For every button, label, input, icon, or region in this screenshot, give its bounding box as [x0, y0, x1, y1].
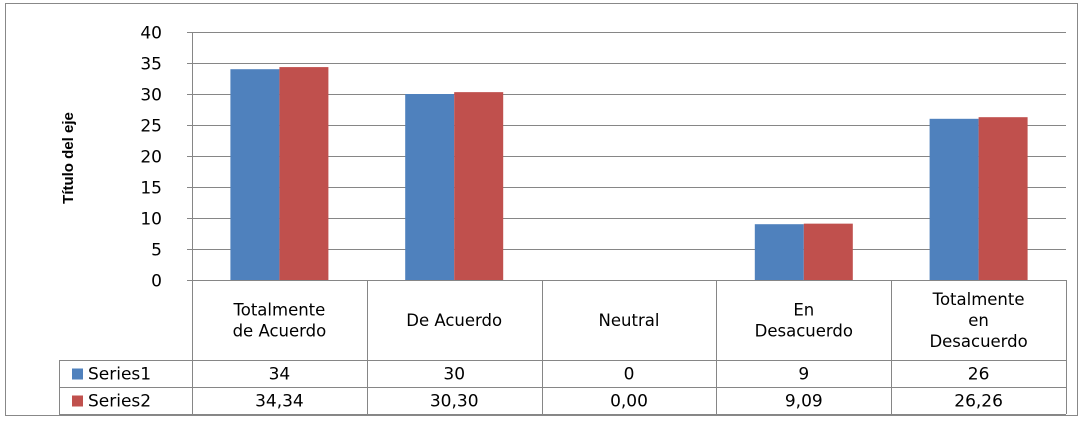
legend-key-series2 [72, 395, 83, 407]
data-table-value: 9,09 [785, 392, 823, 412]
category-label: En Desacuerdo [755, 301, 853, 341]
bar-series2-1 [279, 67, 329, 280]
y-tick-label: 30 [140, 86, 162, 106]
chart-frame [5, 3, 1078, 416]
bar-series2-5 [978, 117, 1028, 280]
y-tick-label: 5 [151, 241, 162, 261]
bar-series2-2 [454, 92, 504, 280]
category-label-line: Desacuerdo [929, 332, 1027, 351]
category-label-line: en [968, 311, 989, 330]
category-label-line: de Acuerdo [233, 322, 327, 341]
y-tick-label: 40 [140, 24, 162, 44]
category-label-line: Desacuerdo [755, 322, 853, 341]
y-tick-label: 10 [140, 210, 162, 230]
bar-series1-4 [754, 224, 804, 280]
y-tick-label: 35 [140, 55, 162, 75]
data-table-value: 26,26 [954, 392, 1003, 412]
bar-series1-5 [929, 118, 979, 280]
bar-series2-4 [803, 223, 853, 280]
category-label-line: Totalmente [232, 301, 325, 320]
bar-series1-2 [405, 94, 455, 280]
legend-key-series1 [72, 368, 83, 380]
data-table-value: 26 [968, 365, 990, 385]
category-label: Totalmente de Acuerdo [232, 301, 326, 341]
category-label: Totalmente en Desacuerdo [929, 290, 1027, 351]
data-table-value: 30 [443, 365, 465, 385]
legend-entry-series2: Series2 [88, 392, 151, 412]
data-table-value: 9 [798, 365, 809, 385]
category-label: De Acuerdo [406, 311, 502, 330]
bar-series1-1 [230, 69, 280, 280]
data-table-value: 0 [624, 365, 635, 385]
y-tick-label: 25 [140, 117, 162, 137]
category-label-line: Neutral [599, 311, 660, 330]
data-table-value: 34,34 [255, 392, 304, 412]
data-table-value: 34 [269, 365, 291, 385]
data-table-value: 30,30 [430, 392, 479, 412]
y-tick-label: 20 [140, 148, 162, 168]
data-table-value: 0,00 [610, 392, 648, 412]
category-label-line: De Acuerdo [406, 311, 502, 330]
category-label-line: Totalmente [932, 290, 1025, 309]
y-tick-label: 15 [140, 179, 162, 199]
category-label: Neutral [599, 311, 660, 330]
y-axis-label: Título del eje [60, 112, 77, 204]
legend-entry-series1: Series1 [88, 365, 151, 385]
y-tick-label: 0 [151, 272, 162, 292]
category-label-line: En [793, 301, 814, 320]
